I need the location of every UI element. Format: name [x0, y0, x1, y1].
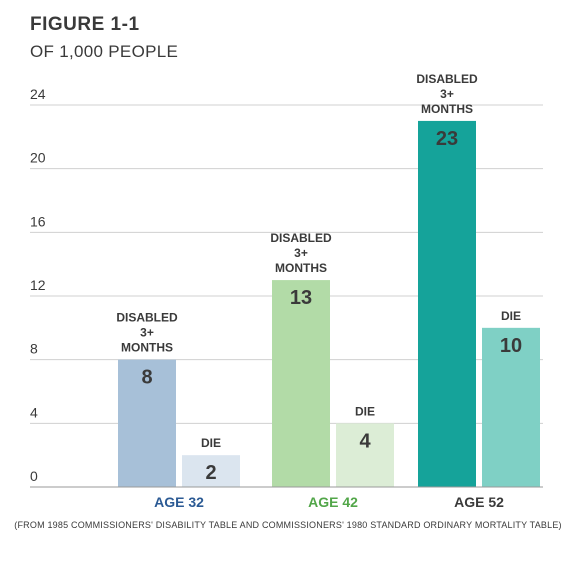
series-label: MONTHS [421, 102, 473, 116]
y-tick-label: 24 [30, 86, 46, 102]
y-tick-label: 16 [30, 213, 46, 229]
y-tick-label: 4 [30, 404, 38, 420]
bar-value-label: 4 [359, 430, 371, 452]
bar-value-label: 8 [141, 367, 152, 389]
series-label: DIE [501, 309, 521, 323]
figure-subtitle: OF 1,000 PEOPLE [30, 42, 179, 61]
x-category-label: AGE 52 [454, 494, 504, 510]
series-label: DIE [201, 436, 221, 450]
bar-disabled-1 [272, 280, 330, 487]
bar-value-label: 13 [290, 287, 312, 309]
series-label: 3+ [140, 326, 154, 340]
bar-die-1 [336, 423, 394, 487]
figure-title: FIGURE 1-1 [30, 14, 140, 35]
y-tick-label: 20 [30, 150, 46, 166]
bar-value-label: 10 [500, 335, 522, 357]
bar-die-2 [482, 327, 540, 487]
series-label: DIE [355, 404, 375, 418]
bar-value-label: 23 [436, 128, 458, 150]
series-label: DISABLED [116, 311, 178, 325]
x-category-label: AGE 42 [308, 494, 358, 510]
y-tick-label: 8 [30, 341, 38, 357]
series-label: 3+ [440, 87, 454, 101]
x-category-label: AGE 32 [154, 494, 204, 510]
bar-value-label: 2 [205, 462, 216, 484]
bar-die-0 [182, 455, 240, 487]
series-label: DISABLED [416, 72, 478, 86]
bar-disabled-2 [418, 120, 476, 488]
y-tick-label: 0 [30, 468, 38, 484]
series-label: MONTHS [121, 341, 173, 355]
series-label: 3+ [294, 246, 308, 260]
figure-source-note: (FROM 1985 COMMISSIONERS' DISABILITY TAB… [14, 520, 562, 530]
series-label: DISABLED [270, 231, 332, 245]
series-label: MONTHS [275, 261, 327, 275]
bar-disabled-0 [118, 359, 176, 487]
y-tick-label: 12 [30, 277, 46, 293]
